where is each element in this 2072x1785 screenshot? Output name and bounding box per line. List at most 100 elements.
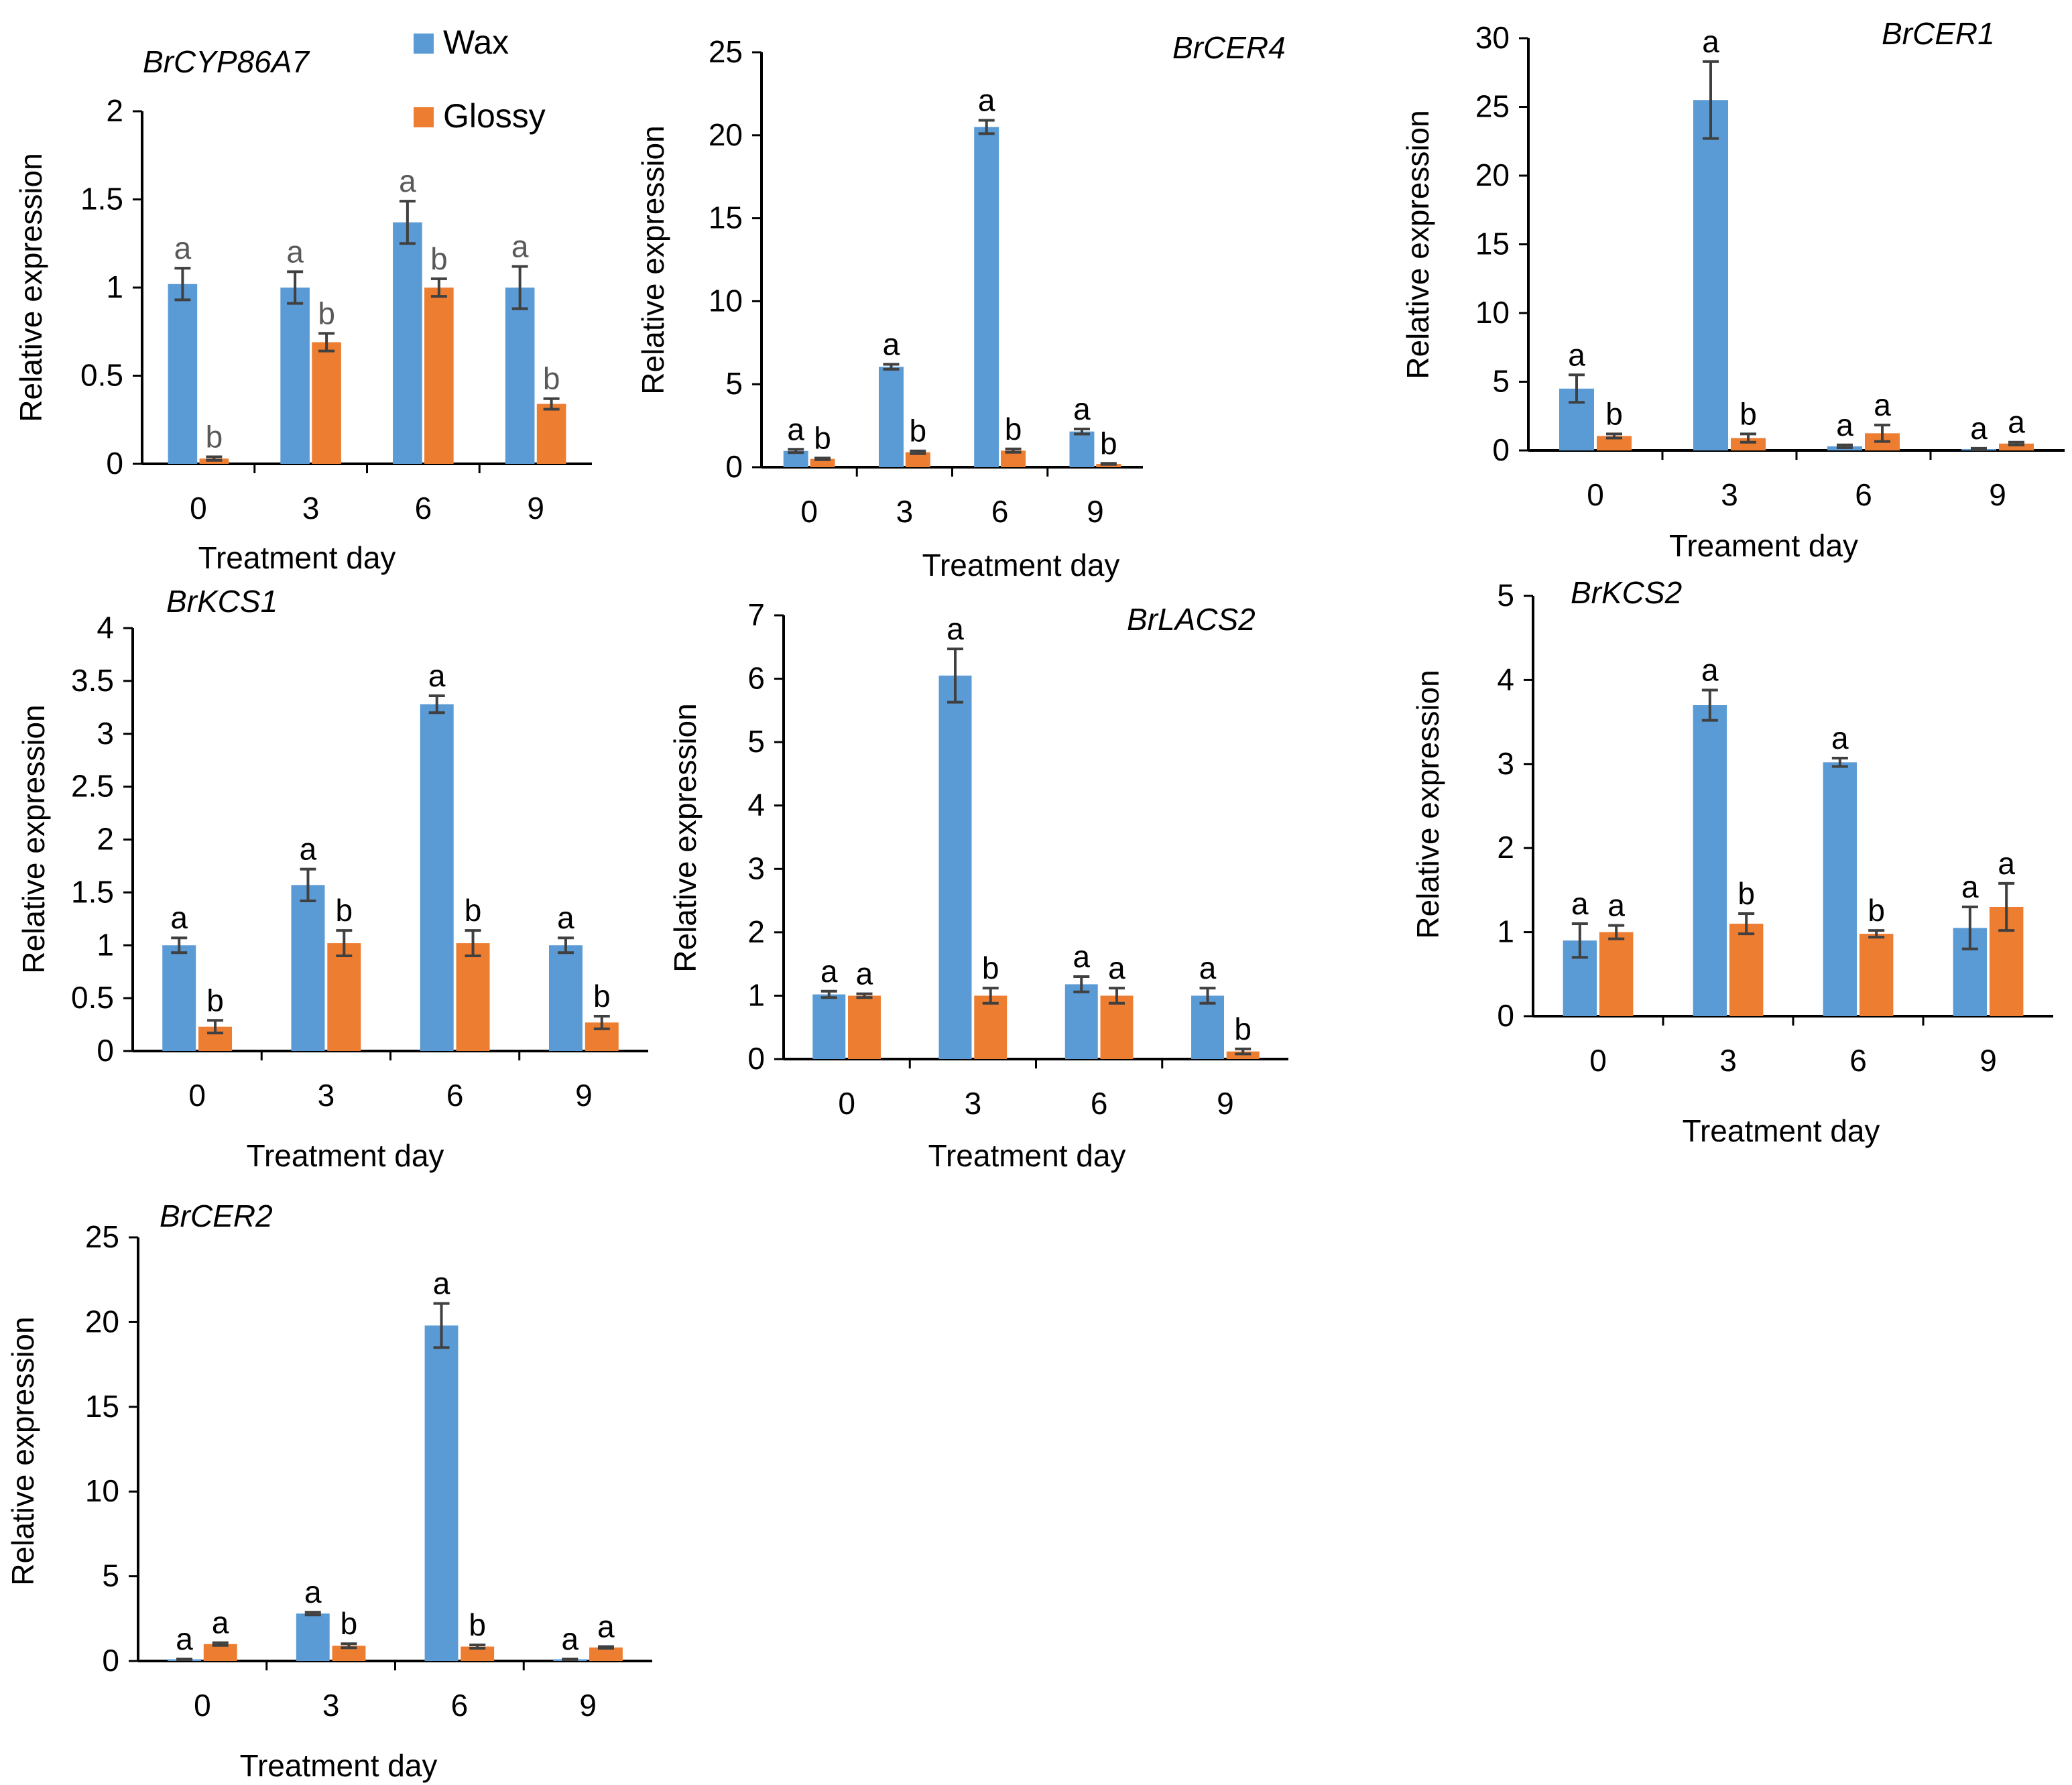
bar-wax (812, 994, 846, 1059)
significance-letter: b (909, 414, 926, 448)
bar-glossy (203, 1644, 237, 1661)
x-tick-label: 3 (896, 494, 914, 529)
x-axis-label: Treament day (1669, 528, 1858, 563)
y-tick-label: 30 (1475, 20, 1510, 55)
x-tick-label: 9 (579, 1688, 597, 1723)
y-tick-label: 2.5 (71, 769, 114, 804)
y-tick-label: 20 (1475, 158, 1510, 192)
y-tick-label: 5 (747, 724, 765, 759)
x-tick-label: 0 (1589, 1043, 1607, 1078)
y-tick-label: 7 (747, 597, 765, 632)
bar-glossy (456, 943, 490, 1051)
y-tick-label: 10 (709, 283, 743, 318)
bar-glossy (461, 1646, 495, 1661)
legend-label-glossy: Glossy (443, 97, 546, 135)
significance-letter: a (304, 1575, 322, 1609)
significance-letter: b (430, 241, 448, 276)
y-tick-label: 20 (85, 1304, 119, 1339)
chart-title: BrKCS2 (1571, 575, 1682, 610)
significance-letter: a (1607, 888, 1625, 923)
bar-glossy (1599, 932, 1634, 1016)
y-tick-label: 5 (1497, 578, 1514, 613)
x-tick-label: 0 (190, 491, 207, 526)
x-tick-label: 6 (451, 1688, 469, 1723)
y-axis-label: Relative expression (1410, 670, 1445, 938)
significance-letter: a (978, 83, 995, 118)
bar-wax (974, 127, 999, 468)
significance-letter: a (557, 900, 574, 935)
bar-wax (1693, 705, 1727, 1016)
y-tick-label: 5 (102, 1558, 119, 1593)
y-tick-label: 4 (97, 610, 114, 645)
bar-glossy (589, 1647, 623, 1661)
x-tick-label: 0 (838, 1086, 855, 1121)
significance-letter: a (1568, 337, 1585, 372)
significance-letter: b (469, 1607, 486, 1642)
y-axis-label: Relative expression (1400, 110, 1435, 379)
y-tick-label: 2 (97, 822, 114, 857)
significance-letter: a (1998, 846, 2015, 881)
significance-letter: a (399, 164, 416, 198)
y-tick-label: 6 (747, 661, 765, 696)
bar-wax (280, 288, 310, 464)
chart-brcer2: BrCER2 0 5 10 15 20 25 Relative expression Treat… (5, 1198, 652, 1783)
significance-letter: b (318, 296, 335, 330)
legend: Wax Glossy (414, 23, 546, 135)
x-tick-label: 9 (1087, 494, 1104, 529)
y-tick-label: 3 (97, 716, 114, 751)
significance-letter: a (1571, 886, 1589, 921)
significance-letter: b (1005, 412, 1022, 446)
y-tick-label: 25 (709, 34, 743, 69)
x-tick-label: 9 (575, 1078, 593, 1113)
significance-letter: b (593, 979, 611, 1013)
bar-glossy (848, 995, 881, 1059)
bar-wax (168, 284, 198, 464)
y-tick-label: 1.5 (80, 182, 123, 217)
y-tick-label: 4 (1497, 662, 1514, 696)
y-tick-label: 4 (747, 788, 765, 822)
bar-glossy (332, 1646, 366, 1661)
bar-wax (878, 367, 904, 467)
bar-wax (393, 222, 422, 464)
x-axis-label: Treatment day (922, 548, 1120, 582)
significance-letter: a (2008, 405, 2025, 440)
x-axis-label: Treatment day (928, 1138, 1126, 1173)
x-tick-label: 9 (1217, 1086, 1234, 1121)
bar-glossy (1100, 995, 1134, 1059)
significance-letter: a (300, 832, 317, 867)
y-tick-label: 0 (725, 449, 743, 484)
significance-letter: a (1199, 950, 1217, 985)
x-tick-label: 0 (800, 494, 818, 529)
significance-letter: b (1738, 876, 1755, 911)
bar-wax (1191, 995, 1224, 1059)
y-tick-label: 1.5 (71, 874, 114, 909)
y-tick-label: 0 (97, 1033, 114, 1068)
legend-swatch-glossy (414, 107, 434, 127)
y-tick-label: 0 (747, 1041, 765, 1076)
y-tick-label: 10 (1475, 295, 1510, 330)
significance-letter: a (561, 1621, 578, 1656)
x-tick-label: 6 (415, 491, 432, 526)
y-tick-label: 0 (1492, 432, 1510, 467)
legend-swatch-wax (414, 34, 434, 54)
x-tick-label: 3 (965, 1086, 982, 1121)
y-tick-label: 1 (106, 269, 123, 304)
y-tick-label: 0 (102, 1643, 119, 1678)
x-tick-label: 6 (1855, 477, 1872, 512)
chart-title: BrCER4 (1172, 30, 1286, 65)
y-tick-label: 15 (709, 200, 743, 235)
bar-glossy (327, 943, 361, 1051)
bar-wax (1069, 431, 1095, 467)
significance-letter: a (820, 954, 838, 989)
significance-letter: a (1961, 869, 1979, 904)
bar-glossy (536, 404, 566, 464)
significance-letter: b (1740, 396, 1757, 431)
significance-letter: b (1868, 893, 1885, 928)
bar-wax (420, 704, 454, 1051)
significance-letter: a (597, 1609, 615, 1644)
x-axis-label: Treatment day (240, 1748, 438, 1783)
significance-letter: a (1702, 24, 1719, 59)
y-tick-label: 0.5 (80, 358, 123, 393)
